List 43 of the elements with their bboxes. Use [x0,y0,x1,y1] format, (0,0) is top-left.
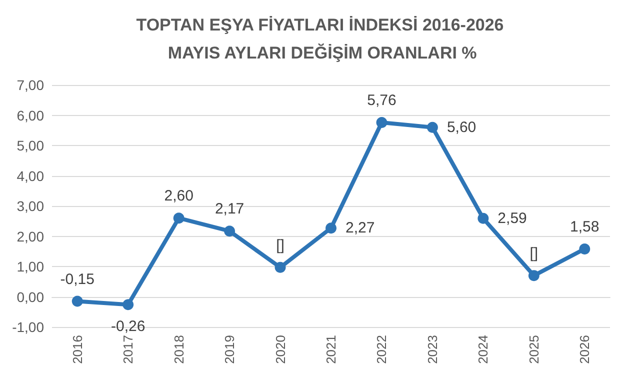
point [376,117,388,128]
point [478,212,489,224]
y-tick-label: 1,00 [16,258,44,274]
point [579,243,590,254]
data-label: 2,59 [498,210,527,227]
point [326,222,336,234]
x-tick-label: 2023 [424,335,440,364]
chart-title: TOPTAN EŞYA FİYATLARI İNDEKSİ 2016-2026 MAYIS AYLARI DEĞİŞİM ORANLARI % [136,16,504,62]
data-label: -0,26 [110,318,146,336]
x-tick-label: 2022 [374,335,390,364]
x-tick-label: 2026 [577,335,592,364]
y-tick-label: 3,00 [16,198,44,214]
data-label: 2,27 [346,220,375,237]
y-tick-label: 4,00 [16,168,44,184]
y-tick-label: 5,00 [16,138,44,154]
x-tick-label: 2018 [171,335,186,364]
y-tick-label: 6,00 [16,107,44,124]
x-tick-label: 2016 [70,335,85,364]
point [274,262,286,273]
x-tick-label: 2017 [120,335,136,364]
y-tick-label: -1,00 [12,319,44,335]
point [72,296,83,307]
x-tick-label: 2020 [272,335,288,364]
point [173,212,184,224]
point [224,226,236,237]
x-tick-label: 2019 [222,335,238,364]
data-label: -0,15 [60,270,94,288]
y-tick-label: 2,00 [16,228,44,244]
x-tick-label: 2021 [324,335,338,364]
point [528,270,540,282]
data-label: 5,76 [367,92,396,110]
data-label: [] [276,236,284,254]
data-label: 2,60 [164,188,194,205]
point [122,299,134,310]
data-label: [] [530,245,538,262]
y-tick-label: 7,00 [16,77,44,93]
data-label: 2,17 [214,200,244,218]
x-tick-label: 2024 [476,335,491,364]
point [426,122,438,133]
y-tick-label: 0,00 [16,288,44,305]
x-tick-label: 2025 [526,335,542,364]
data-label: 5,60 [446,118,476,136]
data-label: 1,58 [570,218,600,236]
